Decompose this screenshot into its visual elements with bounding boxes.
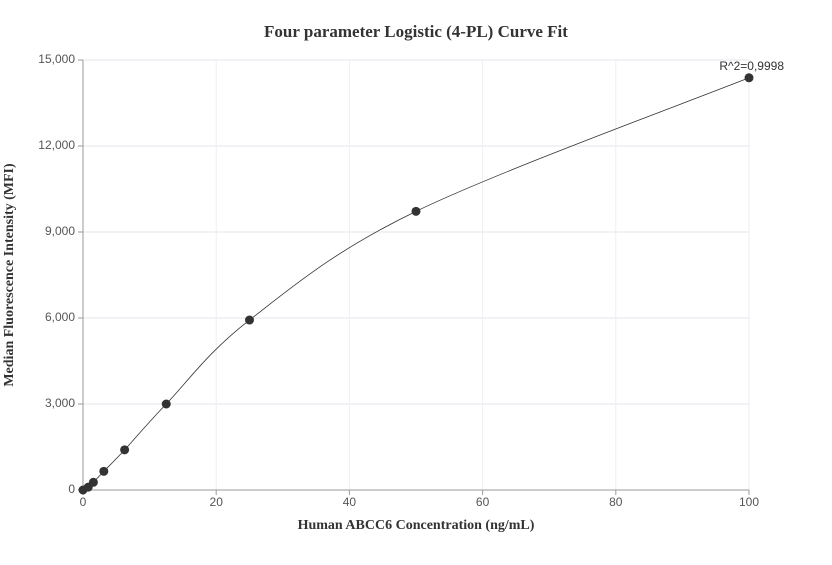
y-tick-label: 15,000 (38, 52, 75, 66)
fit-curve (82, 77, 750, 491)
data-point (744, 73, 754, 83)
y-tick-label: 12,000 (38, 138, 75, 152)
annotation: R^2=0,9998 (719, 59, 784, 73)
y-tick-label: 3,000 (45, 396, 75, 410)
x-tick-label: 40 (343, 495, 357, 509)
y-axis-label: Median Fluorescence Intensity (MFI) (2, 163, 17, 387)
y-tick-label: 0 (68, 482, 75, 496)
x-tick-label: 20 (210, 495, 224, 509)
data-point (120, 445, 130, 455)
y-tick-label: 9,000 (45, 224, 75, 238)
x-tick-label: 60 (476, 495, 490, 509)
data-point (161, 399, 171, 409)
chart-title: Four parameter Logistic (4-PL) Curve Fit (264, 22, 568, 41)
data-point (411, 206, 421, 216)
data-point (245, 315, 254, 325)
x-axis-label: Human ABCC6 Concentration (ng/mL) (298, 518, 535, 533)
y-tick-label: 6,000 (45, 310, 75, 324)
data-point (99, 466, 109, 476)
data-point (88, 477, 98, 487)
x-tick-label: 80 (609, 495, 623, 509)
x-tick-label: 0 (80, 495, 87, 509)
x-tick-label: 100 (739, 495, 759, 509)
